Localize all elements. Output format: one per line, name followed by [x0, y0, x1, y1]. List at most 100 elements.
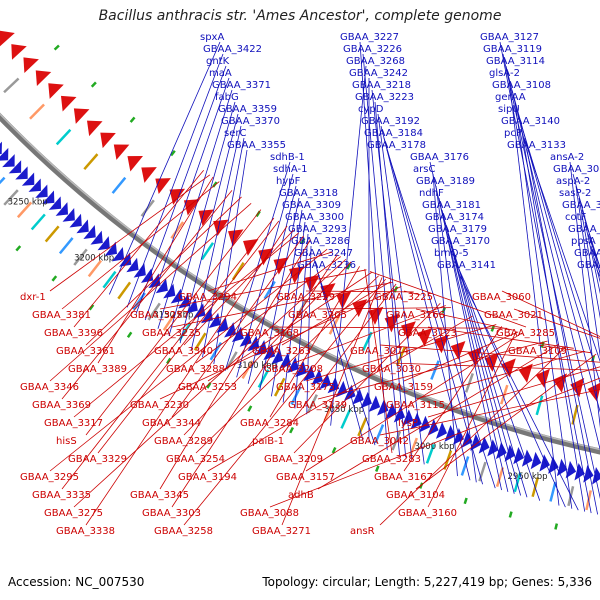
position-label-kbp: 3100 kbp [237, 361, 277, 371]
rna-tick [90, 81, 97, 88]
reverse-label-leader [171, 235, 304, 418]
forward-gene-arrow [193, 303, 206, 319]
forward-gene-arrow [352, 388, 364, 405]
feature-tick [170, 221, 185, 239]
forward-gene-label: gerAA [495, 92, 526, 103]
forward-gene-arrow [530, 451, 542, 470]
reverse-label-leader [415, 353, 597, 490]
forward-gene-label: glsA-2 [489, 68, 520, 79]
forward-label-leader [202, 137, 245, 358]
feature-tick [58, 237, 74, 255]
reverse-gene-label: GBAA_3303 [142, 508, 201, 519]
reverse-gene-label: GBAA_3284 [240, 418, 299, 429]
feature-tick [328, 315, 340, 335]
reverse-label-leader [281, 283, 397, 436]
reverse-label-leader [281, 281, 392, 346]
feature-tick [391, 431, 402, 451]
reverse-gene-arrow [48, 83, 64, 99]
reverse-gene-arrow [87, 120, 103, 137]
position-label-kbp: 3000 kbp [414, 442, 454, 452]
reverse-label-leader [61, 181, 220, 310]
forward-gene-label: pcP [504, 128, 522, 139]
forward-gene-label: GBAA_3067 [577, 260, 600, 271]
feature-tick [111, 176, 127, 194]
forward-label-leader [294, 233, 309, 409]
forward-gene-label: ndhF [419, 188, 444, 199]
reverse-gene-label: GBAA_3381 [32, 310, 91, 321]
forward-label-leader [108, 41, 221, 295]
forward-gene-arrow [126, 257, 139, 273]
reverse-label-leader [85, 209, 262, 436]
reverse-gene-arrow [570, 377, 585, 398]
feature-tick [30, 213, 46, 231]
reverse-label-leader [49, 203, 252, 382]
reverse-gene-label: GBAA_3345 [130, 490, 189, 501]
rna-tick [463, 497, 468, 505]
reverse-gene-label: GBAA_3288 [166, 364, 225, 375]
forward-gene-label: GBAA_3179 [428, 224, 487, 235]
forward-label-leader [505, 65, 600, 451]
reverse-label-leader [427, 366, 600, 418]
reverse-gene-label: GBAA_3253 [178, 382, 237, 393]
reverse-gene-arrow [141, 167, 157, 183]
reverse-label-leader [293, 305, 446, 364]
forward-label-leader [157, 89, 233, 329]
forward-gene-label: GBAA_3300 [285, 212, 344, 223]
forward-label-leader [377, 113, 425, 465]
reverse-gene-arrow [0, 30, 15, 47]
rna-tick [331, 447, 337, 454]
reverse-gene-arrow [384, 314, 400, 333]
reverse-gene-arrow [417, 328, 433, 347]
reverse-label-leader [73, 258, 347, 508]
reverse-gene-label: GBAA_3317 [44, 418, 103, 429]
feature-tick [44, 225, 60, 243]
forward-gene-arrow [0, 141, 2, 155]
forward-gene-label: GBAA_3422 [203, 44, 262, 55]
reverse-label-leader [49, 174, 211, 292]
rna-tick [170, 149, 176, 157]
forward-gene-label: GBAA_3181 [422, 200, 481, 211]
forward-gene-label: aspA-2 [556, 176, 590, 187]
forward-gene-label: maA [209, 68, 232, 79]
forward-gene-arrow [15, 166, 28, 180]
reverse-gene-arrow [23, 57, 39, 73]
forward-gene-arrow [21, 172, 35, 186]
forward-gene-arrow [335, 380, 348, 398]
feature-tick [16, 201, 33, 219]
reverse-gene-label: GBAA_3175 [276, 382, 335, 393]
forward-label-leader [438, 197, 502, 491]
forward-gene-label: GBAA_3133 [507, 140, 566, 151]
reverse-gene-label: GBAA_3338 [56, 526, 115, 537]
feature-tick [3, 77, 20, 94]
reverse-gene-label: GBAA_3271 [252, 526, 311, 537]
reverse-label-leader [305, 332, 523, 472]
reverse-label-leader [403, 326, 503, 472]
reverse-label-leader [269, 266, 360, 418]
reverse-gene-arrow [60, 95, 77, 112]
reverse-label-leader [379, 389, 600, 436]
rna-tick [346, 263, 352, 270]
rna-tick [554, 523, 559, 530]
reverse-label-leader [427, 331, 517, 508]
genome-title: Bacillus anthracis str. 'Ames Ancestor',… [98, 8, 502, 24]
forward-gene-arrow [119, 252, 132, 267]
reverse-gene-arrow [320, 283, 336, 301]
feature-tick [374, 424, 385, 444]
forward-gene-label: gntK [206, 56, 230, 67]
forward-label-leader [453, 257, 566, 508]
reverse-gene-label: GBAA_3194 [178, 472, 237, 483]
forward-gene-label: GBAA_3236 [297, 260, 356, 271]
forward-gene-label: spxA [200, 32, 224, 43]
feature-tick [306, 394, 318, 414]
forward-gene-label: GBAA_3184 [364, 128, 423, 139]
feature-tick [464, 373, 474, 393]
feature-tick [257, 369, 270, 388]
reverse-gene-label: GBAA_3275 [44, 508, 103, 519]
feature-tick [83, 153, 99, 171]
reverse-label-leader [207, 251, 333, 292]
forward-gene-arrow [327, 376, 340, 394]
position-label-kbp: 2950 kbp [508, 472, 548, 482]
forward-gene-arrow [104, 241, 117, 256]
reverse-gene-label: GBAA_3235 [142, 328, 201, 339]
reverse-gene-arrow [368, 306, 384, 325]
